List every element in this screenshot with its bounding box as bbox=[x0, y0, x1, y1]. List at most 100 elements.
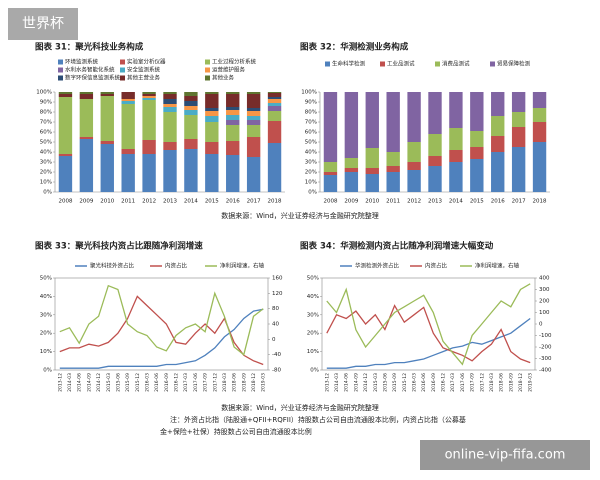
plot-frame bbox=[321, 277, 536, 371]
bar-segment bbox=[470, 159, 484, 192]
bar-segment bbox=[386, 152, 400, 166]
y2-tick-label: 0 bbox=[272, 337, 276, 343]
bar-segment bbox=[184, 96, 198, 101]
bar-segment bbox=[267, 143, 282, 192]
x-tick-label: 2015-03 bbox=[106, 373, 112, 392]
bar-segment bbox=[246, 120, 261, 125]
bar-segment bbox=[142, 154, 156, 192]
bar-segment bbox=[184, 139, 198, 149]
x-tick-label: 2016 bbox=[226, 199, 240, 205]
bar-segment bbox=[79, 99, 94, 137]
x-tick-label: 2016-03 bbox=[411, 373, 417, 392]
bar-segment bbox=[121, 104, 135, 149]
y-tick-label: 90% bbox=[40, 100, 52, 106]
bar-segment bbox=[205, 111, 219, 116]
legend-label: 生命科学检测 bbox=[332, 60, 366, 68]
x-tick-label: 2015-03 bbox=[373, 373, 379, 392]
y2-tick-label: 120 bbox=[272, 291, 283, 297]
y-tick-label: 40% bbox=[305, 150, 317, 156]
bar-segment bbox=[470, 131, 484, 147]
y2-tick-label: -200 bbox=[539, 345, 552, 351]
x-tick-label: 2014-03 bbox=[67, 373, 73, 392]
bar-segment bbox=[205, 122, 219, 142]
y-tick-label: 20% bbox=[307, 331, 319, 337]
x-tick-label: 2017-06 bbox=[460, 373, 466, 392]
bar-segment bbox=[163, 92, 177, 94]
x-tick-label: 2014-12 bbox=[96, 373, 102, 392]
y-tick-label: 0% bbox=[310, 368, 319, 374]
y-tick-label: 0% bbox=[43, 190, 52, 196]
y-tick-label: 80% bbox=[40, 110, 52, 116]
y-tick-label: 20% bbox=[305, 170, 317, 176]
y2-tick-label: 160 bbox=[272, 276, 283, 282]
bar-segment bbox=[121, 92, 135, 99]
note-text: 金+保险+社保）持股数占公司自由流通股本比例 bbox=[160, 427, 312, 436]
bar-segment bbox=[142, 96, 156, 98]
site-label: online-vip-fifa.com bbox=[445, 448, 566, 463]
x-tick-label: 2017-09 bbox=[470, 373, 476, 392]
bar-segment bbox=[205, 154, 219, 192]
x-tick-label: 2018-12 bbox=[518, 373, 524, 392]
bar-segment bbox=[344, 168, 359, 172]
bar-segment bbox=[532, 92, 547, 108]
x-tick-label: 2017 bbox=[512, 199, 526, 205]
bar-segment bbox=[58, 156, 73, 192]
x-tick-label: 2010 bbox=[365, 199, 379, 205]
x-tick-label: 2016-12 bbox=[441, 373, 447, 392]
legend-swatch bbox=[58, 67, 63, 73]
x-tick-label: 2018-09 bbox=[508, 373, 514, 392]
x-tick-label: 2009 bbox=[344, 199, 358, 205]
legend-label: 其他主营业务 bbox=[127, 74, 161, 82]
bar-segment bbox=[184, 92, 198, 96]
bar-segment bbox=[226, 94, 240, 107]
legend-label: 安全监测系统 bbox=[127, 66, 161, 74]
bar-segment bbox=[184, 149, 198, 192]
bar-segment bbox=[205, 142, 219, 154]
legend-label: 净利润增速，右轴 bbox=[475, 262, 520, 270]
y2-tick-label: 80 bbox=[272, 306, 279, 312]
series-line bbox=[59, 284, 264, 356]
bar-segment bbox=[226, 141, 240, 155]
bar-segment bbox=[267, 92, 282, 93]
watermark: 世界杯 bbox=[22, 16, 64, 32]
x-tick-label: 2019-03 bbox=[528, 373, 534, 392]
bar-segment bbox=[121, 101, 135, 104]
bar-segment bbox=[511, 92, 526, 112]
legend-label: 净利润增速，右轴 bbox=[220, 262, 265, 270]
y-tick-label: 80% bbox=[305, 110, 317, 116]
bar-segment bbox=[365, 174, 379, 192]
x-tick-label: 2016-12 bbox=[174, 373, 180, 392]
x-tick-label: 2016 bbox=[491, 199, 505, 205]
legend-label: 内资占比 bbox=[165, 262, 188, 270]
y2-tick-label: -40 bbox=[272, 352, 281, 358]
series-line bbox=[326, 304, 531, 364]
bar-segment bbox=[79, 92, 94, 94]
y-tick-label: 100% bbox=[36, 90, 52, 96]
legend-label: 贸易保障检测 bbox=[497, 60, 531, 68]
y-tick-label: 30% bbox=[305, 160, 317, 166]
bar-segment bbox=[163, 104, 177, 107]
y-tick-label: 40% bbox=[40, 150, 52, 156]
y-tick-label: 30% bbox=[40, 312, 52, 318]
bar-segment bbox=[386, 166, 400, 172]
bar-segment bbox=[449, 92, 463, 128]
y-tick-label: 10% bbox=[40, 349, 52, 355]
bar-segment bbox=[58, 94, 73, 97]
x-tick-label: 2014 bbox=[449, 199, 463, 205]
bar-segment bbox=[246, 116, 261, 120]
bar-segment bbox=[79, 137, 94, 139]
bar-segment bbox=[205, 92, 219, 94]
bar-segment bbox=[407, 92, 421, 142]
x-tick-label: 2016-03 bbox=[144, 373, 150, 392]
x-tick-label: 2018 bbox=[268, 199, 282, 205]
bar-segment bbox=[428, 166, 442, 192]
bar-segment bbox=[511, 112, 526, 127]
bar-segment bbox=[184, 101, 198, 106]
bar-segment bbox=[79, 94, 94, 99]
y-tick-label: 50% bbox=[305, 140, 317, 146]
bar-segment bbox=[163, 107, 177, 112]
bar-segment bbox=[246, 108, 261, 111]
bar-segment bbox=[142, 98, 156, 100]
x-tick-label: 2014-03 bbox=[334, 373, 340, 392]
